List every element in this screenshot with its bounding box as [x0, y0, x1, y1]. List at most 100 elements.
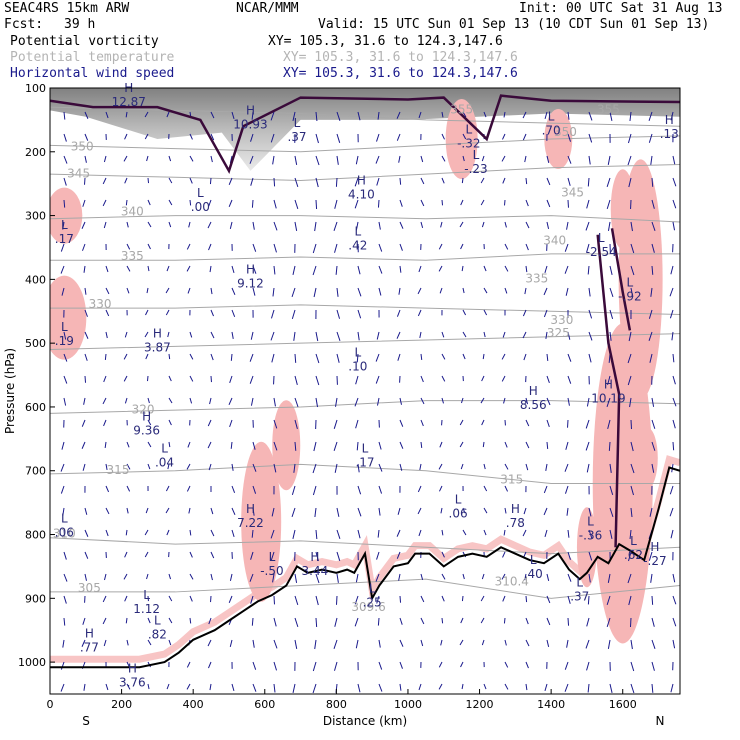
y-tick-label-7: 800 [25, 529, 46, 542]
wind-vector-522 [462, 309, 467, 316]
wind-vector-572 [504, 221, 507, 228]
wind-vector-143 [165, 287, 170, 294]
extrema-value-8: .10 [348, 360, 367, 374]
wind-vector-716 [607, 419, 611, 429]
wind-vector-699 [585, 639, 590, 649]
wind-vector-65 [104, 353, 107, 361]
wind-vector-288 [271, 507, 275, 517]
isentrope-line-0 [50, 106, 680, 127]
wind-vector-658 [567, 331, 571, 340]
x-tick-label-5: 1000 [394, 698, 422, 711]
wind-vector-429 [378, 639, 381, 648]
wind-vector-229 [228, 397, 233, 406]
wind-vector-782 [651, 683, 654, 693]
wind-vector-152 [165, 485, 170, 492]
wind-vector-281 [271, 353, 275, 363]
wind-vector-433 [396, 133, 401, 141]
wind-vector-473 [420, 419, 424, 427]
wind-vector-308 [294, 353, 297, 363]
wind-vector-777 [650, 573, 653, 583]
wind-vector-121 [147, 397, 150, 404]
wind-vector-175 [189, 397, 193, 404]
wind-vector-734 [630, 221, 633, 232]
wind-vector-577 [502, 331, 506, 338]
wind-vector-375 [333, 639, 338, 649]
wind-vector-147 [168, 375, 172, 382]
wind-vector-760 [651, 199, 655, 209]
wind-vector-97 [126, 463, 131, 470]
wind-vector-486 [441, 111, 444, 118]
wind-vector-396 [357, 507, 362, 517]
wind-vector-114 [147, 243, 151, 250]
wind-vector-402 [355, 639, 359, 649]
pv-fill-region-1 [50, 275, 87, 360]
wind-vector-741 [627, 375, 632, 386]
wind-vector-250 [252, 265, 257, 274]
wind-vector-191 [210, 155, 213, 163]
wind-vector-19 [63, 529, 66, 538]
wind-vector-671 [567, 617, 570, 626]
extrema-value-19: 1.12 [133, 602, 160, 616]
wind-vector-754 [630, 661, 635, 672]
pv-fill-region-4 [241, 441, 282, 602]
wind-vector-359 [336, 287, 339, 297]
wind-vector-457 [399, 661, 403, 669]
wind-vector-564 [481, 639, 485, 646]
wind-vector-64 [105, 331, 108, 339]
wind-speed-shading [50, 88, 680, 171]
extrema-value-34: .70 [542, 124, 561, 138]
wind-vector-563 [480, 617, 485, 624]
wind-vector-81 [125, 111, 128, 118]
wind-vector-735 [630, 243, 635, 254]
wind-vector-77 [102, 617, 107, 625]
wind-vector-748 [629, 529, 632, 540]
wind-vector-208 [210, 529, 215, 537]
wind-vector-420 [378, 441, 382, 450]
extrema-type-1: H [246, 103, 255, 117]
wind-vector-763 [651, 265, 654, 275]
wind-vector-341 [312, 485, 317, 496]
wind-vector-407 [375, 155, 380, 164]
wind-vector-382 [354, 199, 359, 209]
wind-vector-504 [440, 507, 443, 514]
wind-vector-203 [207, 419, 212, 427]
wind-vector-443 [397, 353, 401, 361]
extrema-type-28: L [630, 534, 637, 548]
wind-vector-651 [567, 177, 571, 186]
wind-vector-204 [207, 441, 212, 449]
wind-vector-800 [669, 485, 674, 495]
field-theta-xy: XY= 105.3, 31.6 to 124.3,147.6 [283, 50, 518, 65]
wind-vector-757 [648, 133, 653, 143]
extrema-value-7: 3.87 [144, 341, 171, 355]
wind-vector-25 [60, 661, 65, 670]
pv-fill-region-3 [272, 400, 301, 491]
extrema-type-15: H [246, 502, 255, 516]
wind-vector-242 [231, 683, 235, 691]
wind-vector-352 [336, 133, 341, 143]
wind-vector-371 [336, 551, 341, 561]
wind-vector-598 [525, 199, 529, 207]
isentrope-label-12: 350 [554, 125, 577, 139]
wind-vector-732 [628, 177, 632, 188]
wind-vector-381 [354, 177, 359, 187]
extrema-type-16: L [269, 550, 276, 564]
wind-vector-40 [83, 397, 86, 405]
wind-vector-636 [546, 441, 549, 449]
wind-vector-705 [606, 177, 611, 188]
wind-vector-711 [609, 309, 614, 320]
wind-vector-80 [105, 683, 109, 691]
wind-vector-400 [354, 595, 359, 605]
wind-vector-579 [501, 375, 506, 382]
wind-vector-326 [315, 155, 320, 166]
extrema-type-6: H [246, 263, 255, 277]
wind-vector-10 [63, 331, 67, 340]
wind-vector-350 [312, 683, 317, 694]
wind-vector-166 [189, 199, 192, 206]
wind-vector-291 [272, 573, 275, 583]
wind-vector-169 [186, 265, 191, 272]
wind-vector-714 [607, 375, 611, 385]
y-tick-label-9: 1000 [18, 656, 46, 669]
wind-vector-795 [672, 375, 676, 385]
wind-vector-315 [291, 507, 296, 518]
wind-vector-607 [525, 397, 529, 405]
